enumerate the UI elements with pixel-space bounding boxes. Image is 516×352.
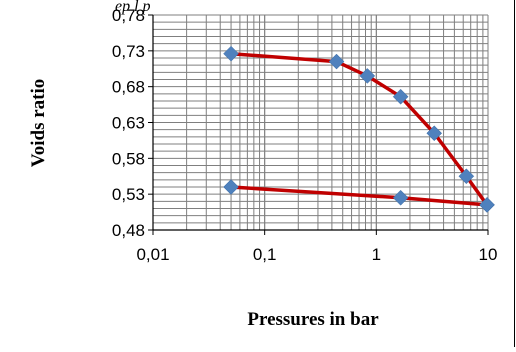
data-point-marker	[392, 88, 409, 105]
x-tick-label: 10	[479, 245, 498, 264]
y-tick-label: 0,63	[112, 114, 145, 133]
data-point-marker	[223, 179, 239, 195]
x-tick-label: 1	[372, 245, 381, 264]
y-axis-title: Voids ratio	[28, 79, 49, 168]
data-point-marker	[458, 168, 475, 185]
data-point-marker	[479, 197, 495, 213]
y-tick-label: 0,48	[112, 221, 145, 240]
y-tick-label: 0,78	[112, 6, 145, 25]
data-point-marker	[328, 53, 345, 70]
y-tick-label: 0,53	[112, 185, 145, 204]
grid	[152, 14, 489, 231]
x-tick-label: 0,1	[253, 245, 277, 264]
data-point-marker	[359, 68, 376, 84]
right-border-line	[514, 0, 515, 347]
x-tick-labels: 0,01 0,1 1 10	[136, 245, 497, 264]
x-tick-label: 0,01	[136, 245, 169, 264]
top-caption-fragment: ep l p	[115, 0, 151, 15]
axes	[148, 14, 489, 235]
data-point-marker	[426, 125, 443, 142]
y-tick-labels: 0,78 0,73 0,68 0,63 0,58 0,53 0,48	[112, 6, 145, 240]
data-point-marker	[223, 45, 239, 62]
x-axis-title: Pressures in bar	[247, 309, 379, 330]
y-tick-label: 0,58	[112, 149, 145, 168]
markers	[223, 45, 495, 213]
data-point-marker	[392, 189, 409, 206]
y-tick-label: 0,68	[112, 78, 145, 97]
y-tick-label: 0,73	[112, 42, 145, 61]
